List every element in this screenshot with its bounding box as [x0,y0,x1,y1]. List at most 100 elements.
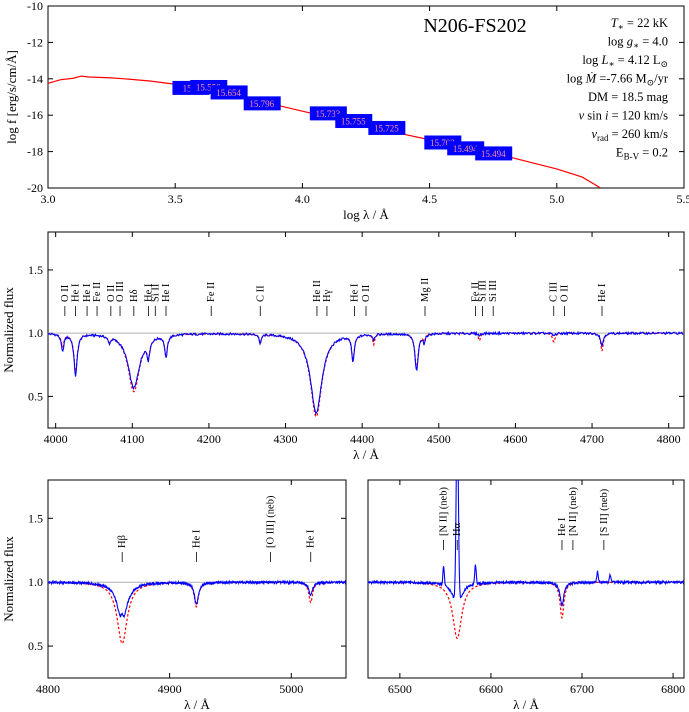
photometry-magnitude: 15.556 [196,82,221,92]
line-id-label: Si II [150,283,161,302]
photometry-magnitude: 15.725 [374,123,399,133]
line-id-label: Fe II [92,281,103,302]
stellar-parameter: log g∗ = 4.0 [608,35,668,51]
x-tick-label: 6700 [570,682,594,696]
line-id-label: O II [106,284,117,302]
star-name-title: N206-FS202 [423,15,526,37]
photometry-magnitude: 15.494 [453,144,478,154]
y-tick-label: 1.5 [28,263,43,277]
line-id-label: He I [597,283,608,302]
photometry-magnitude: 15.702 [430,138,455,148]
line-id-label: He I [161,283,172,302]
photometry-magnitude: 15.654 [216,88,241,98]
model-spectrum [48,332,684,418]
y-tick-label: -14 [27,72,43,86]
observed-spectrum [48,579,346,619]
photometry-magnitude: 15.733 [315,109,340,119]
y-tick-label: -20 [27,181,43,195]
sed-model-line [47,75,601,189]
y-tick-label: -12 [27,35,43,49]
line-id-label: [O III] (neb) [266,495,277,548]
x-tick-label: 4700 [580,432,604,446]
y-tick-label: 1.0 [28,326,43,340]
line-id-label: [S II] (neb) [599,488,610,536]
line-id-label: He I [82,283,93,302]
blue-spectrum-panel: 4000 4100 4200 4300 4400 4500 4600 4700 4800 0.5 1… [1,231,685,462]
stellar-parameter: v sin i = 120 km/s [579,109,669,123]
line-id-label: He I [557,517,568,536]
x-tick-label: 6800 [661,682,685,696]
y-axis-label: log fλ [erg/s/cm2/Å] [4,50,19,144]
line-id-label: Hα [452,522,463,536]
y-tick-label: 1.5 [28,511,43,525]
line-id-label: Si III [477,280,488,302]
x-tick-label: 3.0 [41,192,56,206]
x-tick-label: 4400 [350,432,374,446]
photometry-magnitude: 15.755 [341,117,366,127]
y-axis-label: Normalized flux [1,287,16,373]
x-tick-label: 5000 [279,682,303,696]
x-tick-label: 4200 [197,432,221,446]
photometry-magnitude: 15.494 [481,149,506,159]
line-id-label: He I [143,283,154,302]
x-axis-label: λ / Å [184,697,210,712]
line-id-label: Si III [488,280,499,302]
x-axis-label: λ / Å [513,697,539,712]
photometry-box [368,120,406,135]
x-tick-label: 4100 [120,432,144,446]
line-id-label: He I [71,283,82,302]
line-id-label: [N II] (neb) [439,487,450,536]
x-tick-label: 4000 [44,432,68,446]
y-tick-label: -16 [27,108,43,122]
photometry-box [243,96,281,111]
line-id-label: O III [115,281,126,302]
y-tick-label: 0.5 [28,389,43,403]
line-id-label: O II [559,284,570,302]
observed-spectrum [48,330,684,416]
observed-spectrum [368,480,684,607]
x-tick-label: 5.0 [549,192,564,206]
x-tick-label: 4.0 [295,192,310,206]
stellar-parameter: DM = 18.5 mag [588,90,669,104]
photometry-box [447,141,485,156]
stellar-parameter: log Ṁ =-7.66 M⊙/yr [567,72,669,88]
stellar-parameter: EB-V = 0.2 [616,146,668,162]
x-tick-label: 3.5 [168,192,183,206]
line-id-label: O II [60,284,71,302]
line-id-label: O II [361,284,372,302]
x-axis-label: log λ / Å [343,207,389,222]
hbeta-panel: 4800 4900 5000 0.5 1.0 1.5 λ / Å Normalized flu… [1,479,347,712]
photometry-box [335,114,373,129]
photometry-box [210,85,248,100]
x-tick-label: 6500 [388,682,412,696]
model-spectrum [48,581,346,645]
line-id-label: Fe II [206,281,217,302]
x-tick-label: 4900 [158,682,182,696]
photometry-box [475,146,513,161]
model-spectrum [368,581,684,640]
line-id-label: C II [255,285,266,302]
line-id-label: He I [191,529,202,548]
line-id-label: Hγ [322,289,333,302]
stellar-parameter: T∗ = 22 kK [611,16,668,32]
plot-frame [367,479,685,679]
x-axis-label: λ / Å [353,447,379,462]
line-id-label: He II [312,280,323,302]
y-axis-label: Normalized flux [1,536,16,622]
x-tick-label: 4500 [427,432,451,446]
y-tick-label: 0.5 [28,639,43,653]
stellar-parameter: log L∗ = 4.12 L⊙ [582,53,668,69]
x-tick-label: 4800 [36,682,60,696]
x-tick-label: 5.5 [677,192,689,206]
line-id-label: He I [350,283,361,302]
line-id-label: Fe II [471,281,482,302]
x-tick-label: 4.5 [422,192,437,206]
line-id-label: Hβ [117,535,128,548]
photometry-magnitude: 15.796 [249,99,274,109]
line-id-label: C III [549,281,560,302]
x-tick-label: 4600 [503,432,527,446]
stellar-parameter: vrad = 260 km/s [591,127,668,143]
plot-frame [47,231,685,429]
y-tick-label: 1.0 [28,575,43,589]
